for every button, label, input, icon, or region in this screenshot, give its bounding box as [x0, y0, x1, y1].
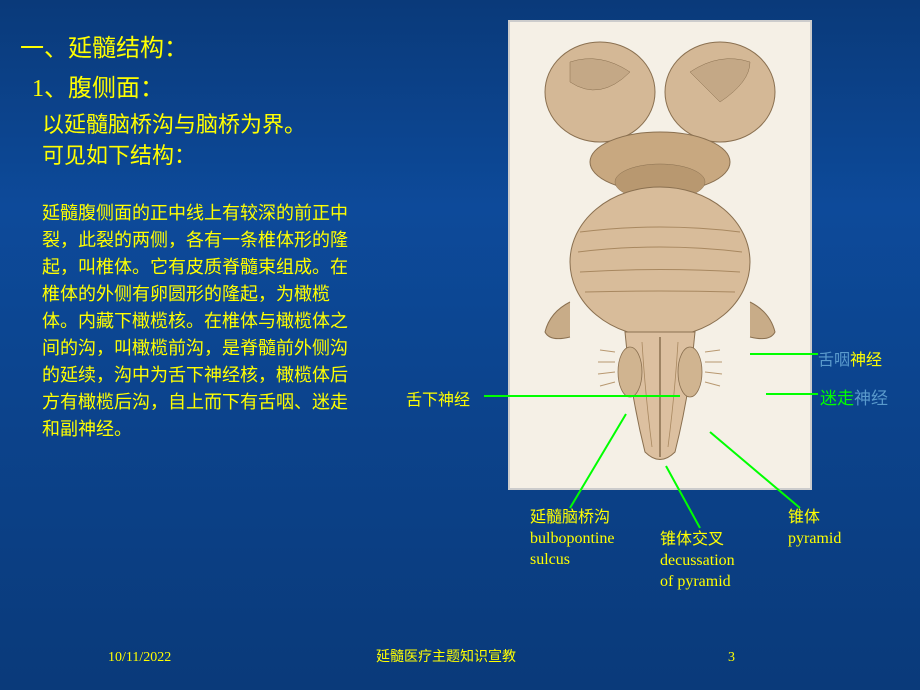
label-decussation-en2: of pyramid	[660, 572, 735, 593]
subsection-intro: 以延髓脑桥沟与脑桥为界。可见如下结构：	[42, 110, 322, 172]
label-vagus-faded: 神经	[854, 389, 888, 408]
label-pyramid: 锥体 pyramid	[788, 508, 841, 550]
footer-date: 10/11/2022	[108, 650, 171, 666]
anatomy-diagram	[508, 20, 812, 490]
label-vagus-green: 迷走	[820, 389, 854, 408]
label-glossopharyngeal-nerve: 舌咽神经	[818, 346, 882, 370]
label-pyramid-en: pyramid	[788, 529, 841, 550]
footer-page-number: 3	[728, 650, 735, 666]
label-glossopharyngeal-faded: 舌咽	[818, 352, 850, 369]
subsection-heading: 1、腹侧面：	[32, 68, 164, 103]
label-bulbopontine-en1: bulbopontine	[530, 529, 614, 550]
footer-title: 延髓医疗主题知识宣教	[376, 646, 516, 666]
label-bulbopontine-sulcus: 延髓脑桥沟 bulbopontine sulcus	[530, 508, 614, 570]
label-decussation-en1: decussation	[660, 551, 735, 572]
label-decussation-pyramid: 锥体交叉 decussation of pyramid	[660, 530, 735, 592]
label-hypoglossal-nerve: 舌下神经	[406, 386, 470, 410]
label-bulbopontine-cn: 延髓脑桥沟	[530, 508, 614, 529]
label-vagus-nerve: 迷走神经	[820, 384, 888, 409]
label-bulbopontine-en2: sulcus	[530, 550, 614, 571]
brainstem-illustration	[530, 32, 790, 472]
label-glossopharyngeal-yellow: 神经	[850, 352, 882, 369]
label-pyramid-cn: 锥体	[788, 508, 841, 529]
label-decussation-cn: 锥体交叉	[660, 530, 735, 551]
body-paragraph: 延髓腹侧面的正中线上有较深的前正中裂，此裂的两侧，各有一条椎体形的隆起，叫椎体。…	[42, 200, 362, 443]
section-heading: 一、延髓结构：	[20, 28, 188, 63]
